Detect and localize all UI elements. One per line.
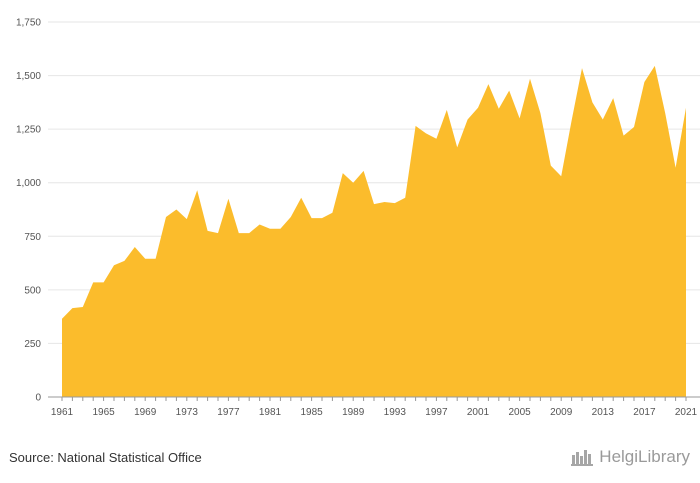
x-tick-label: 1965: [92, 407, 115, 418]
x-tick-label: 2001: [467, 407, 490, 418]
y-tick-label: 250: [24, 339, 41, 350]
y-tick-label: 1,750: [16, 18, 41, 29]
y-tick-label: 1,250: [16, 125, 41, 136]
x-tick-label: 1997: [425, 407, 448, 418]
helgi-library-logo-icon: [571, 450, 594, 466]
source-note: Source: National Statistical Office: [9, 450, 202, 465]
x-tick-label: 1969: [134, 407, 157, 418]
x-tick-label: 1989: [342, 407, 365, 418]
x-tick-label: 1977: [217, 407, 240, 418]
y-tick-label: 1,000: [16, 178, 41, 189]
y-tick-label: 500: [24, 285, 41, 296]
x-tick-label: 2013: [592, 407, 615, 418]
x-tick-label: 1981: [259, 407, 282, 418]
x-tick-label: 1961: [51, 407, 74, 418]
x-tick-label: 1973: [176, 407, 199, 418]
brand-logo[interactable]: HelgiLibrary: [571, 447, 690, 467]
x-tick-label: 1985: [300, 407, 323, 418]
y-axis: 0 250 500 750 1,000 1,250 1,500 1,750: [16, 18, 41, 404]
brand-name: HelgiLibrary: [599, 447, 690, 466]
x-tick-label: 2017: [633, 407, 656, 418]
x-tick-label: 2021: [675, 407, 698, 418]
series-area: [62, 65, 686, 398]
y-tick-label: 1,500: [16, 71, 41, 82]
x-tick-label: 2005: [508, 407, 531, 418]
x-tick-label: 1993: [384, 407, 407, 418]
y-tick-label: 0: [35, 393, 41, 404]
x-axis: 1961 1965 1969 1973 1977 1981 1985 1989 1993 1997…: [51, 397, 698, 418]
x-tick-label: 2009: [550, 407, 573, 418]
y-tick-label: 750: [24, 232, 41, 243]
